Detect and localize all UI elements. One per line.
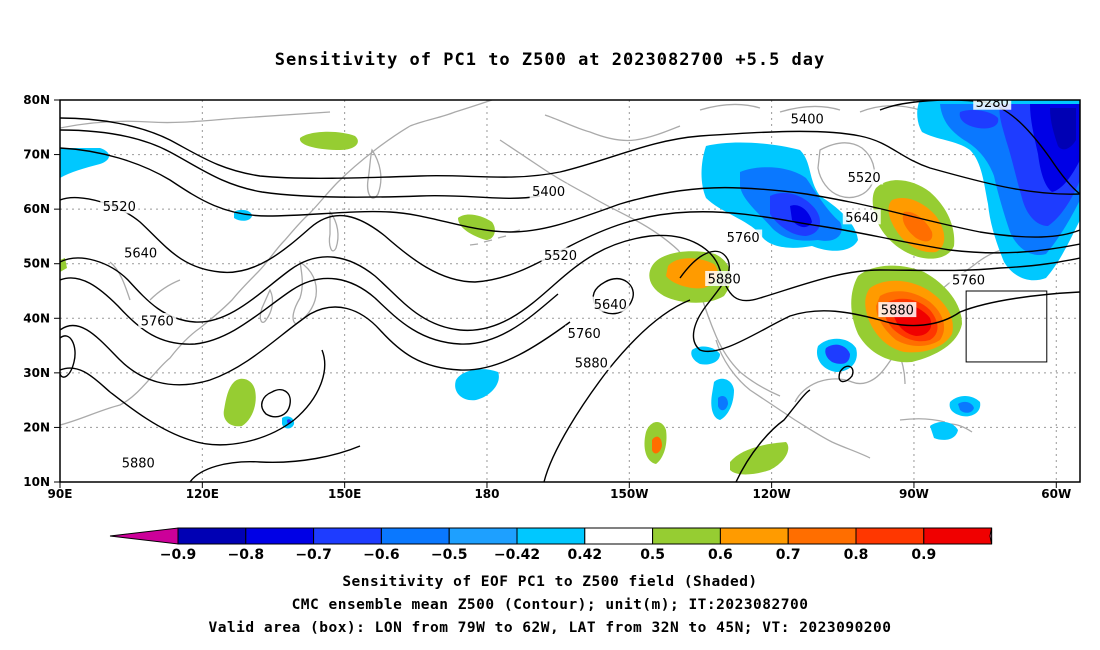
chart-title: Sensitivity of PC1 to Z500 at 2023082700… xyxy=(274,50,826,70)
colorbar-label: −0.8 xyxy=(228,547,265,563)
colorbar-label: 0.6 xyxy=(708,547,733,563)
svg-text:5400: 5400 xyxy=(791,113,824,128)
colorbar-segment xyxy=(380,527,450,545)
contour-label: 5880 xyxy=(572,355,611,372)
latitude-label: 80N xyxy=(23,93,50,107)
latitude-labels: 80N 70N 60N 50N 40N 30N 20N 10N xyxy=(23,93,60,489)
colorbar-label: 0.9 xyxy=(911,547,936,563)
colorbar-segment xyxy=(855,527,925,545)
coastlines xyxy=(60,100,1033,459)
contour-label: 5880 xyxy=(705,270,744,287)
colorbar-segment xyxy=(584,527,654,545)
latitude-label: 50N xyxy=(23,257,50,271)
height-contours xyxy=(60,100,1080,482)
contour-label: 5880 xyxy=(878,302,917,319)
colorbar-segment xyxy=(177,527,247,545)
svg-text:5760: 5760 xyxy=(727,231,760,246)
colorbar-segment xyxy=(448,527,518,545)
colorbar-segment xyxy=(245,527,315,545)
longitude-label: 180 xyxy=(474,487,499,501)
svg-text:5640: 5640 xyxy=(124,246,157,261)
contour-label: 5760 xyxy=(138,313,177,330)
longitude-label: 120E xyxy=(186,487,219,501)
svg-text:5520: 5520 xyxy=(848,171,881,186)
colorbar-label: 0.42 xyxy=(568,547,603,563)
contour-label: 5520 xyxy=(541,247,580,264)
colorbar-triangle-high xyxy=(989,527,993,545)
longitude-label: 90W xyxy=(899,487,929,501)
latitude-label: 70N xyxy=(23,148,50,162)
footer-line-2: CMC ensemble mean Z500 (Contour); unit(m… xyxy=(291,597,809,613)
footer-line-1: Sensitivity of EOF PC1 to Z500 field (Sh… xyxy=(342,574,758,590)
colorbar-segment xyxy=(516,527,586,545)
svg-text:5760: 5760 xyxy=(568,327,601,342)
valid-area-box xyxy=(965,290,1048,363)
contour-label: 5760 xyxy=(565,325,604,342)
colorbar-label: 0.7 xyxy=(776,547,801,563)
svg-text:5280: 5280 xyxy=(976,96,1009,111)
colorbar-label: 0.5 xyxy=(640,547,665,563)
colorbar-label: 0.8 xyxy=(844,547,869,563)
contour-label: 5400 xyxy=(529,183,568,200)
colorbar-label: −0.9 xyxy=(160,547,197,563)
gridlines xyxy=(60,100,1080,482)
longitude-label: 150E xyxy=(328,487,361,501)
svg-text:5880: 5880 xyxy=(708,272,741,287)
svg-text:5760: 5760 xyxy=(141,315,174,330)
longitude-label: 90E xyxy=(48,487,73,501)
contour-label: 5520 xyxy=(845,169,884,186)
colorbar-label: −0.42 xyxy=(494,547,540,563)
contour-label: 5520 xyxy=(100,198,139,215)
colorbar-segment xyxy=(313,527,382,545)
contour-label: 5880 xyxy=(119,454,158,471)
longitude-label: 150W xyxy=(610,487,648,501)
svg-text:5760: 5760 xyxy=(952,274,985,289)
colorbar-label: −0.7 xyxy=(295,547,332,563)
latitude-label: 10N xyxy=(23,475,50,489)
svg-text:5520: 5520 xyxy=(103,200,136,215)
latitude-label: 40N xyxy=(23,311,50,325)
contour-label: 5400 xyxy=(788,111,827,128)
longitude-label: 60W xyxy=(1041,487,1071,501)
longitude-label: 120W xyxy=(752,487,790,501)
latitude-label: 60N xyxy=(23,202,50,216)
colorbar: −0.9 −0.8 −0.7 −0.6 −0.5 −0.42 0.42 0.5 0.6 0.7 0.… xyxy=(109,527,993,563)
contour-labels: 5280 5400 5400 5520 5520 5520 5640 5640 5640 5760… xyxy=(100,96,1012,471)
svg-text:5880: 5880 xyxy=(575,357,608,372)
svg-text:5640: 5640 xyxy=(845,211,878,226)
colorbar-segment xyxy=(719,527,789,545)
contour-label: 5280 xyxy=(973,96,1012,111)
colorbar-segment xyxy=(787,527,857,545)
latitude-label: 20N xyxy=(23,420,50,434)
contour-label: 5640 xyxy=(121,244,160,261)
colorbar-segment xyxy=(923,527,993,545)
latitude-label: 30N xyxy=(23,366,50,380)
colorbar-segment xyxy=(652,527,721,545)
longitude-labels: 90E 120E 150E 180 150W 120W 90W 60W xyxy=(48,482,1071,501)
footer-line-3: Valid area (box): LON from 79W to 62W, L… xyxy=(208,620,892,636)
svg-text:5400: 5400 xyxy=(532,185,565,200)
svg-text:5520: 5520 xyxy=(544,249,577,264)
contour-label: 5760 xyxy=(724,229,763,246)
contour-label: 5760 xyxy=(949,272,988,289)
svg-text:5880: 5880 xyxy=(881,304,914,319)
colorbar-triangle-low xyxy=(109,527,179,545)
svg-text:5880: 5880 xyxy=(122,456,155,471)
contour-label: 5640 xyxy=(842,209,881,226)
contour-label: 5640 xyxy=(591,296,630,313)
colorbar-label: −0.6 xyxy=(363,547,400,563)
svg-text:5640: 5640 xyxy=(594,298,627,313)
sensitivity-shading xyxy=(60,100,1080,475)
colorbar-label: −0.5 xyxy=(431,547,468,563)
map-frame xyxy=(59,99,1081,483)
